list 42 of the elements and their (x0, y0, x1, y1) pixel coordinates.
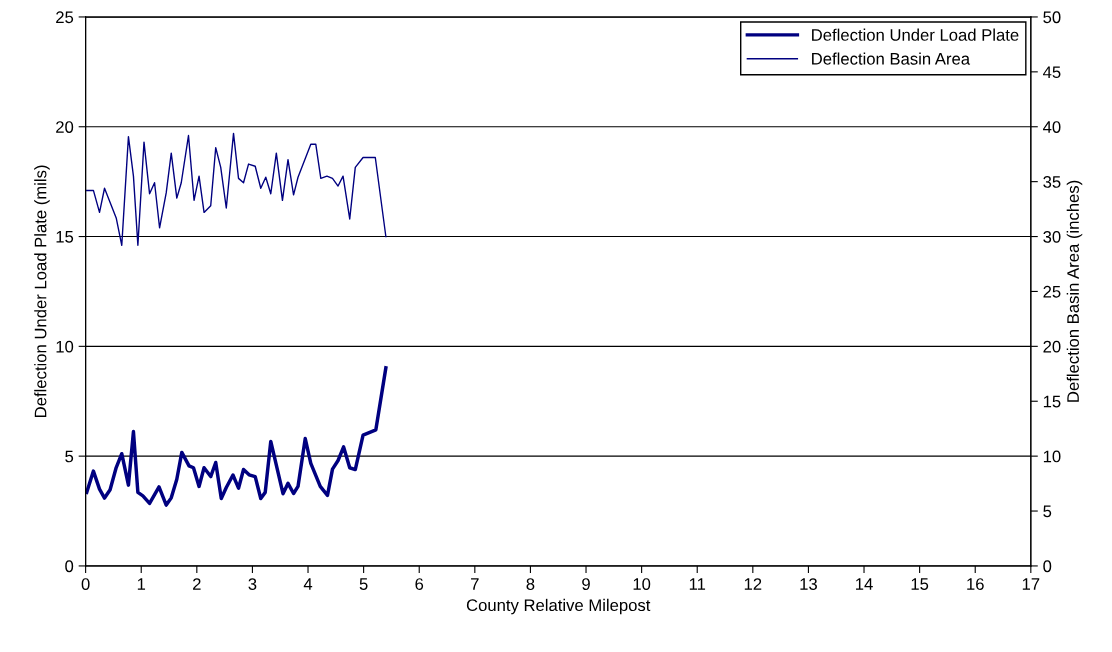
x-tick-label: 15 (911, 578, 929, 590)
x-tick-label: 9 (582, 578, 590, 590)
x-axis-title: County Relative Milepost (466, 598, 651, 615)
x-tick-label: 14 (856, 578, 873, 590)
x-tick-label: 17 (1022, 578, 1040, 590)
x-tick-label: 10 (633, 578, 651, 590)
y-tick-label: 20 (56, 121, 74, 133)
y2-tick-label: 5 (1043, 505, 1052, 518)
x-tick-label: 2 (193, 578, 201, 590)
x-tick-label: 0 (81, 578, 90, 590)
x-tick-label: 8 (526, 578, 535, 590)
x-tick-label: 6 (415, 578, 424, 590)
x-tick-label: 4 (303, 578, 313, 590)
y2-tick-label: 10 (1043, 450, 1061, 463)
x-tick-label: 13 (800, 578, 817, 590)
x-tick-label: 5 (359, 578, 368, 590)
legend-label: Deflection Under Load Plate (812, 28, 1019, 41)
y2-tick-label: 30 (1043, 230, 1061, 243)
x-tick-label: 16 (967, 578, 984, 590)
y2-tick-label: 45 (1043, 66, 1061, 79)
x-tick-label: 11 (689, 578, 706, 590)
y-tick-label: 5 (65, 450, 74, 463)
y-tick-label: 15 (56, 231, 74, 243)
x-tick-label: 1 (137, 578, 146, 590)
line-series (86, 132, 387, 247)
y2-tick-label: 25 (1043, 285, 1061, 298)
legend-label: Deflection Basin Area (812, 52, 971, 65)
x-tick-label: 7 (471, 578, 479, 590)
y2-tick-label: 15 (1043, 395, 1061, 408)
y-tick-label: 0 (65, 560, 74, 573)
y-tick-label: 25 (56, 11, 74, 24)
line-series (85, 366, 388, 507)
y2-tick-label: 20 (1043, 340, 1061, 353)
y-tick-label: 10 (56, 340, 74, 353)
x-tick-label: 12 (744, 578, 762, 590)
y-axis-title: Deflection Under Load Plate (mils) (34, 165, 50, 417)
x-tick-label: 3 (248, 578, 257, 590)
y2-tick-label: 40 (1043, 121, 1061, 133)
y2-tick-label: 0 (1043, 560, 1052, 573)
y2-tick-label: 35 (1043, 176, 1061, 188)
y2-tick-label: 50 (1043, 11, 1061, 24)
y2-axis-title: Deflection Basin Area (inches) (1066, 180, 1083, 402)
